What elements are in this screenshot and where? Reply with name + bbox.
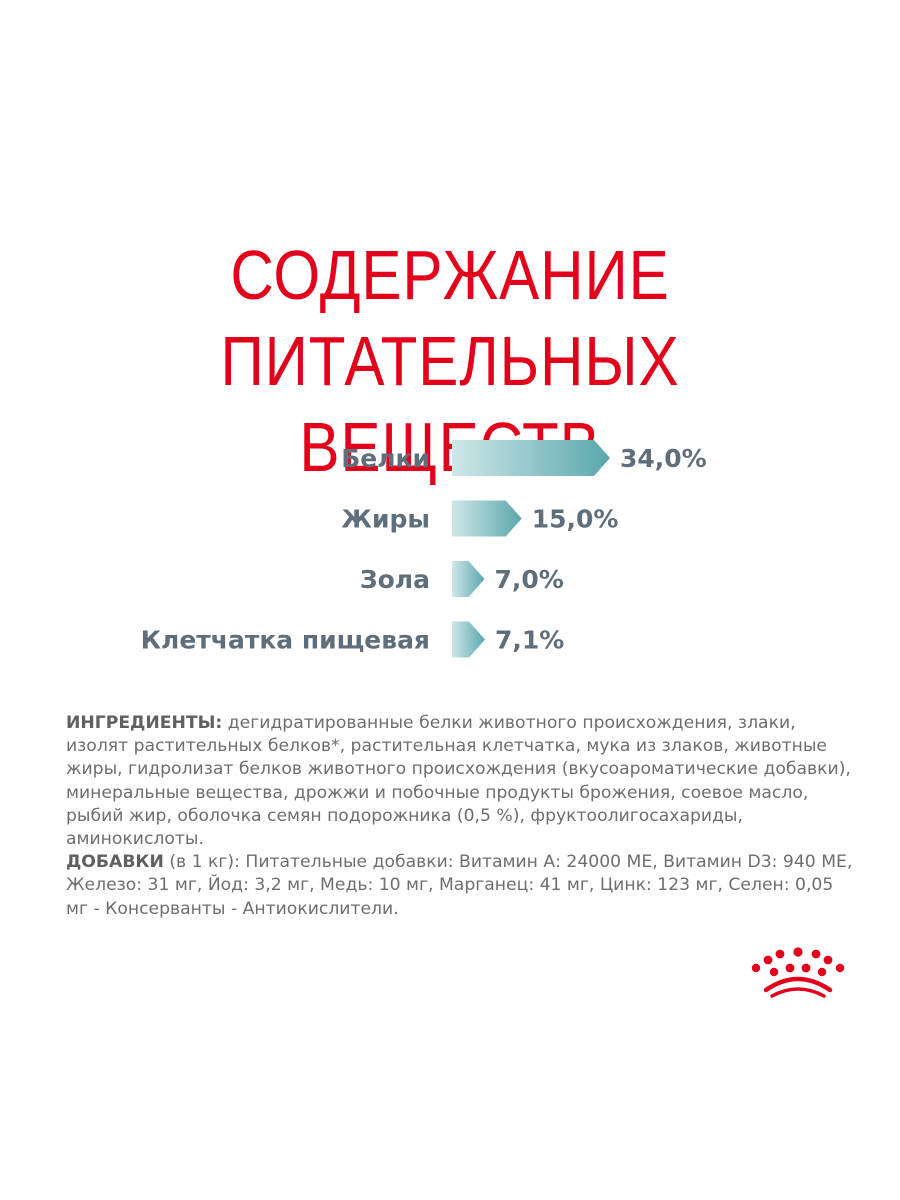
additives-label: ДОБАВКИ [66,852,164,873]
value-label: 7,0% [495,565,564,594]
crown-icon [751,947,845,998]
category-label: Клетчатка пищевая [141,626,430,655]
bar [452,500,522,537]
bar [452,621,485,658]
nutrient-bar-chart: Белки 34,0% Жиры 15,0% Зола 7,0% Клетчатка пищ… [141,440,707,658]
additives-paragraph: ДОБАВКИ (в 1 кг): Питательные добавки: В… [66,851,856,921]
ingredients-text: дегидратированные белки животного происх… [66,713,851,850]
title-line-1: СОДЕРЖАНИЕ [230,236,670,314]
category-label: Зола [360,565,430,594]
ingredients-block: ИНГРЕДИЕНТЫ: дегидратированные белки жив… [66,712,856,921]
value-label: 34,0% [620,444,707,473]
bar [452,440,610,476]
category-label: Белки [341,444,430,473]
value-label: 7,1% [495,626,564,655]
ingredients-paragraph: ИНГРЕДИЕНТЫ: дегидратированные белки жив… [66,712,856,851]
ingredients-label: ИНГРЕДИЕНТЫ: [66,713,223,733]
value-label: 15,0% [532,505,619,534]
category-label: Жиры [341,505,430,534]
additives-text: (в 1 кг): Питательные добавки: Витамин А… [66,852,853,919]
bar [452,561,485,597]
